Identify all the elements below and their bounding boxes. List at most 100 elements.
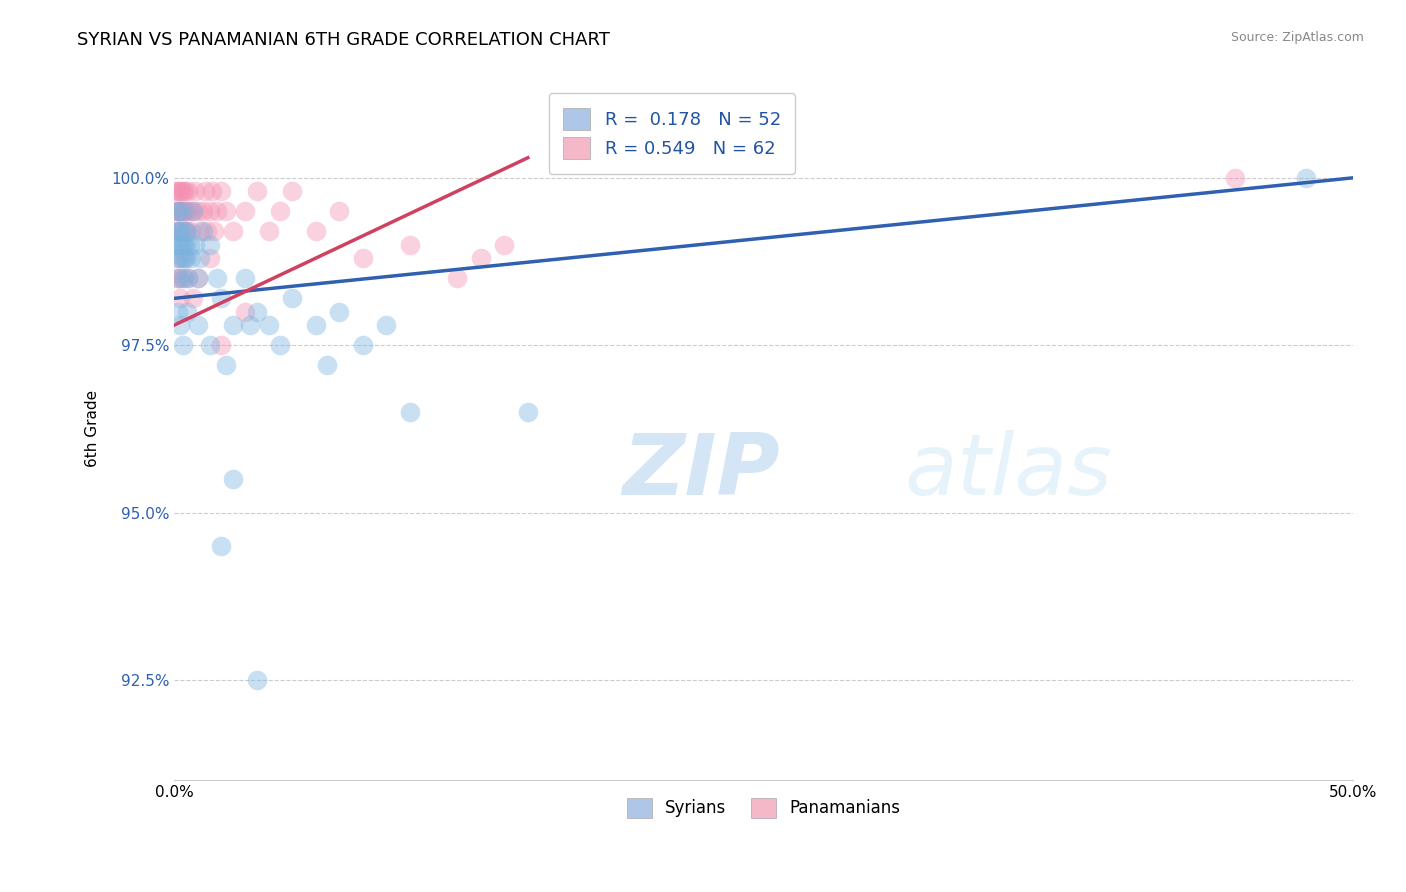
Point bbox=[198, 251, 221, 265]
Point bbox=[198, 237, 221, 252]
Point bbox=[470, 251, 492, 265]
Point bbox=[209, 539, 232, 553]
Point bbox=[172, 204, 194, 219]
Point bbox=[170, 184, 193, 198]
Point bbox=[187, 271, 209, 285]
Point bbox=[257, 318, 280, 332]
Point bbox=[399, 237, 422, 252]
Point bbox=[1223, 170, 1246, 185]
Point bbox=[187, 271, 209, 285]
Point bbox=[166, 204, 188, 219]
Point bbox=[246, 304, 269, 318]
Point bbox=[399, 405, 422, 419]
Point bbox=[169, 291, 191, 305]
Point bbox=[222, 318, 245, 332]
Point bbox=[172, 204, 194, 219]
Point bbox=[177, 184, 200, 198]
Point bbox=[246, 673, 269, 687]
Point bbox=[166, 184, 188, 198]
Point bbox=[269, 338, 291, 352]
Point bbox=[188, 251, 211, 265]
Point bbox=[180, 251, 202, 265]
Point bbox=[165, 224, 187, 238]
Point bbox=[233, 271, 256, 285]
Point bbox=[170, 204, 193, 219]
Point bbox=[516, 405, 538, 419]
Text: ZIP: ZIP bbox=[621, 430, 780, 513]
Point bbox=[281, 291, 304, 305]
Point bbox=[198, 204, 221, 219]
Point bbox=[167, 271, 190, 285]
Point bbox=[165, 204, 187, 219]
Point bbox=[1295, 170, 1317, 185]
Point bbox=[169, 224, 191, 238]
Point bbox=[352, 251, 374, 265]
Point bbox=[375, 318, 398, 332]
Point bbox=[181, 204, 204, 219]
Point bbox=[209, 184, 232, 198]
Text: atlas: atlas bbox=[905, 430, 1114, 513]
Point bbox=[165, 271, 187, 285]
Point bbox=[166, 237, 188, 252]
Point bbox=[328, 304, 350, 318]
Point bbox=[170, 224, 193, 238]
Point bbox=[172, 338, 194, 352]
Text: SYRIAN VS PANAMANIAN 6TH GRADE CORRELATION CHART: SYRIAN VS PANAMANIAN 6TH GRADE CORRELATI… bbox=[77, 31, 610, 49]
Point bbox=[305, 224, 328, 238]
Point bbox=[165, 237, 187, 252]
Point bbox=[172, 184, 194, 198]
Point bbox=[209, 291, 232, 305]
Point bbox=[201, 184, 224, 198]
Point bbox=[191, 224, 214, 238]
Point bbox=[167, 204, 190, 219]
Point bbox=[173, 224, 195, 238]
Point bbox=[187, 204, 209, 219]
Point bbox=[170, 251, 193, 265]
Point bbox=[239, 318, 262, 332]
Point bbox=[174, 204, 197, 219]
Point bbox=[169, 237, 191, 252]
Point bbox=[176, 224, 198, 238]
Point bbox=[174, 237, 197, 252]
Point bbox=[176, 204, 198, 219]
Point bbox=[166, 204, 188, 219]
Point bbox=[198, 338, 221, 352]
Point bbox=[446, 271, 468, 285]
Point bbox=[181, 291, 204, 305]
Point bbox=[246, 184, 269, 198]
Point bbox=[316, 359, 339, 373]
Point bbox=[494, 237, 516, 252]
Point bbox=[172, 271, 194, 285]
Point bbox=[166, 251, 188, 265]
Point bbox=[184, 237, 207, 252]
Point bbox=[177, 271, 200, 285]
Point bbox=[281, 184, 304, 198]
Point bbox=[169, 204, 191, 219]
Point bbox=[166, 251, 188, 265]
Point bbox=[173, 251, 195, 265]
Point bbox=[165, 184, 187, 198]
Point bbox=[173, 224, 195, 238]
Point bbox=[176, 304, 198, 318]
Point bbox=[233, 304, 256, 318]
Point bbox=[179, 237, 201, 252]
Point bbox=[172, 251, 194, 265]
Point bbox=[170, 224, 193, 238]
Point bbox=[205, 204, 228, 219]
Point bbox=[174, 251, 197, 265]
Point bbox=[187, 318, 209, 332]
Point bbox=[181, 204, 204, 219]
Point bbox=[166, 224, 188, 238]
Point bbox=[188, 224, 211, 238]
Y-axis label: 6th Grade: 6th Grade bbox=[86, 391, 100, 467]
Point bbox=[180, 224, 202, 238]
Point bbox=[177, 271, 200, 285]
Point bbox=[167, 204, 190, 219]
Point bbox=[169, 318, 191, 332]
Point bbox=[169, 271, 191, 285]
Point bbox=[205, 271, 228, 285]
Point bbox=[173, 184, 195, 198]
Point bbox=[222, 224, 245, 238]
Point bbox=[173, 237, 195, 252]
Point bbox=[215, 204, 238, 219]
